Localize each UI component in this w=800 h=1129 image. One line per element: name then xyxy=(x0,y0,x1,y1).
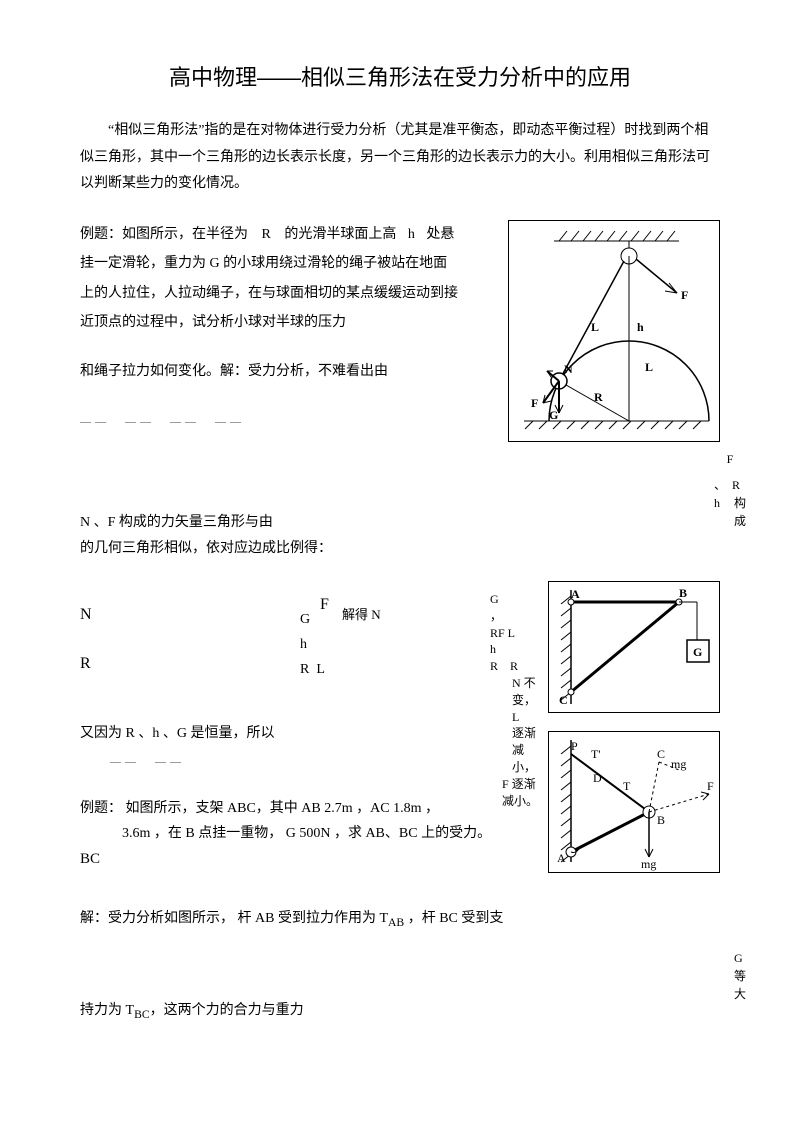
s2-RFL: RF L xyxy=(490,626,515,640)
side3-row: G 等 大 xyxy=(80,929,720,999)
s2-F2: F xyxy=(502,777,509,791)
side1-cheng: 成 xyxy=(734,512,746,530)
s2-jj: 逐渐减小， xyxy=(490,725,540,775)
dashes1: —— —— —— —— xyxy=(80,411,460,434)
s2-comma: ， xyxy=(490,608,540,625)
triangle-line: N 、F 构成的力矢量三角形与由 的几何三角形相似，依对应边成比例得： xyxy=(80,510,720,563)
s2-G: G xyxy=(490,591,540,608)
ex1-p1b: 的光滑半球面上高 xyxy=(284,227,396,242)
m-solve: 解得 N xyxy=(342,607,381,622)
example1-text: 例题：如图所示，在半径为 R 的光滑半球面上高 h 处悬 挂一定滑轮，重力为 G… xyxy=(80,220,460,434)
page: 高中物理——相似三角形法在受力分析中的应用 “相似三角形法”指的是在对物体进行受… xyxy=(0,0,800,1061)
fig3-D: D xyxy=(593,771,602,785)
fig3-mg1: mg xyxy=(671,757,686,771)
const-a: 又因为 R 、h 、G 是恒量，所以 xyxy=(80,726,274,741)
ex1-p2: 挂一定滑轮，重力为 G 的小球用绕过滑轮的绳子被站在地面上的人拉住，人拉动绳子，… xyxy=(80,249,460,337)
fig3-mg2: mg xyxy=(641,857,656,871)
fig3-C: C xyxy=(657,747,665,761)
side1-h: h xyxy=(714,494,720,530)
side1-dot: 、 xyxy=(714,476,726,494)
sol3-a: 持力为 T xyxy=(80,1003,134,1018)
m-h: h xyxy=(300,632,325,657)
m-G: G xyxy=(300,607,325,632)
dashes2: —— —— xyxy=(110,753,185,773)
figure-2: G A B C xyxy=(548,581,720,713)
sol3-BC: BC xyxy=(134,1008,150,1021)
m-N: N xyxy=(80,601,92,630)
side-letters-1: F 、 R h 构 成 xyxy=(80,450,720,510)
fig3-F: F xyxy=(707,779,714,793)
fig1-R: R xyxy=(594,390,603,404)
sol2-p: 解：受力分析如图所示， 杆 AB 受到拉力作用为 T xyxy=(80,911,388,926)
fig3-P: P xyxy=(571,739,578,753)
fig2-C: C xyxy=(559,693,568,707)
fig3-B: B xyxy=(657,813,665,827)
ex1-h: h xyxy=(400,227,423,242)
solution2: 解：受力分析如图所示， 杆 AB 受到拉力作用为 TAB ，杆 BC 受到支 xyxy=(80,907,720,929)
fig1-h: h xyxy=(637,320,644,334)
ex1-p1a: 例题：如图所示，在半径为 xyxy=(80,227,248,242)
fig1-N: N xyxy=(564,362,573,376)
sol2-AB: AB xyxy=(388,916,404,929)
sol2-mid: ，杆 BC 受到支 xyxy=(404,911,503,926)
ex2-p1: 例题： 如图所示，支架 ABC，其中 AB 2.7m ，AC 1.8m ， xyxy=(80,796,520,821)
ex1-R: R xyxy=(252,227,281,242)
m-L: L xyxy=(316,662,325,677)
figure-1: F L h L R N F G xyxy=(508,220,720,442)
s2-R: R xyxy=(510,659,518,673)
fig1-L: L xyxy=(591,320,599,334)
fig1-F2: F xyxy=(531,396,538,410)
s2-R2: R xyxy=(490,659,498,673)
intro-paragraph: “相似三角形法”指的是在对物体进行受力分析（尤其是准平衡态，即动态平衡过程）时找… xyxy=(80,118,720,198)
fig3-T2: T xyxy=(623,779,631,793)
side1-R: R xyxy=(732,476,740,494)
s3-G: G xyxy=(734,949,746,967)
fig2-G: G xyxy=(693,645,702,659)
fig1-L2: L xyxy=(645,360,653,374)
fig3-T: T' xyxy=(591,747,601,761)
s2-L2: L xyxy=(512,710,519,724)
ex2-BC: BC xyxy=(80,846,520,873)
math-block: N R F G h R L 解得 N 又因为 R 、h 、G 是恒量，所以 ——… xyxy=(80,581,720,881)
solution3: 持力为 TBC，这两个力的合力与重力 xyxy=(80,999,720,1021)
sol3-b: ，这两个力的合力与重力 xyxy=(150,1003,304,1018)
m-R1: R xyxy=(80,650,92,679)
document-title: 高中物理——相似三角形法在受力分析中的应用 xyxy=(80,60,720,92)
ex1-p3: 和绳子拉力如何变化。解：受力分析，不难看出由 xyxy=(80,357,460,386)
s3-da: 大 xyxy=(734,985,746,1003)
example1-row: 例题：如图所示，在半径为 R 的光滑半球面上高 h 处悬 挂一定滑轮，重力为 G… xyxy=(80,220,720,450)
tri-right: 的几何三角形相似，依对应边成比例得： xyxy=(80,541,332,556)
s2-N: N xyxy=(512,676,521,690)
side1-gou: 构 xyxy=(734,494,746,512)
tri-left: N 、F 构成的力矢量三角形与由 xyxy=(80,515,273,530)
m-R2: R xyxy=(300,662,309,677)
fig1-F: F xyxy=(681,288,688,302)
s3-deng: 等 xyxy=(734,967,746,985)
fig2-B: B xyxy=(679,586,687,600)
ex2-p2: 3.6m ，在 B 点挂一重物， G 500N ，求 AB、BC 上的受力。 xyxy=(122,826,491,841)
figure-3: P T' C mg D T F B A mg xyxy=(548,731,720,873)
side1-F: F xyxy=(727,452,734,466)
fig2-A: A xyxy=(571,587,580,601)
ex1-p1c: 处悬 xyxy=(426,227,454,242)
fig1-G: G xyxy=(549,408,558,422)
s2-h: h xyxy=(490,641,540,658)
fig3-A: A xyxy=(557,851,566,865)
